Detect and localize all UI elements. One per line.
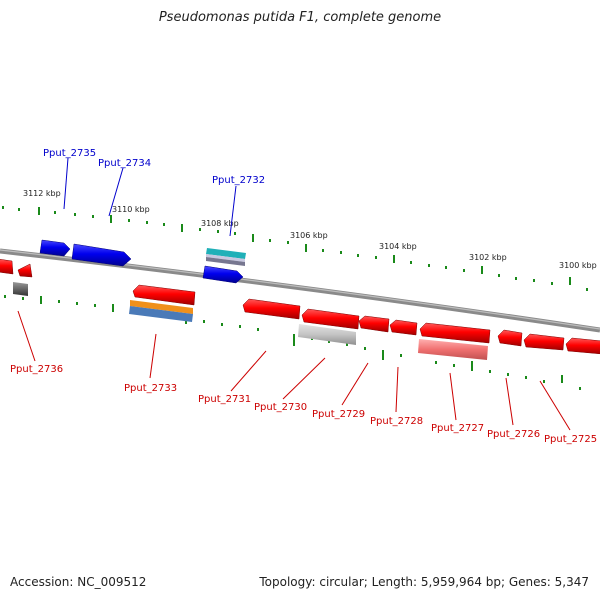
reverse-gene-labels: Pput_2736 Pput_2733 Pput_2731 Pput_2730 … xyxy=(10,310,597,445)
feature-bar-pput-2730-gray xyxy=(298,324,356,345)
feature-bar-pput-2732-light xyxy=(206,254,245,262)
scale-label-3112: 3112 kbp xyxy=(23,189,61,198)
gene-label-pput-2733[interactable]: Pput_2733 xyxy=(124,383,177,394)
gene-label-pput-2729[interactable]: Pput_2729 xyxy=(312,409,365,420)
feature-bar-pput-2733-orange xyxy=(130,300,193,314)
gene-label-pput-2728[interactable]: Pput_2728 xyxy=(370,416,423,427)
gene-label-pput-2727[interactable]: Pput_2727 xyxy=(431,423,484,434)
scale-label-3110: 3110 kbp xyxy=(112,205,150,214)
gene-arrow-pput-2735[interactable] xyxy=(39,239,71,257)
gene-label-pput-2735[interactable]: Pput_2735 xyxy=(43,148,96,159)
gene-arrow-pput-2731[interactable] xyxy=(242,298,301,320)
gene-arrow-pput-2736[interactable] xyxy=(17,263,33,278)
gene-arrow-pput-2728[interactable] xyxy=(389,319,418,336)
feature-bar-pput-2732-teal xyxy=(206,248,246,259)
genome-title: Pseudomonas putida F1, complete genome xyxy=(158,10,442,25)
gene-arrow-pput-2724-partial[interactable] xyxy=(565,337,600,355)
gene-arrow-pput-2734[interactable] xyxy=(71,243,132,267)
gene-arrow-pput-2729[interactable] xyxy=(358,315,390,333)
scale-label-3100: 3100 kbp xyxy=(559,261,597,270)
gene-label-pput-2732[interactable]: Pput_2732 xyxy=(212,175,265,186)
forward-gene-labels: Pput_2735 Pput_2734 Pput_2732 xyxy=(43,148,265,237)
feature-bar-pput-2732-gray xyxy=(206,257,245,266)
gene-label-pput-2725[interactable]: Pput_2725 xyxy=(544,434,597,445)
gene-label-pput-2730[interactable]: Pput_2730 xyxy=(254,402,307,413)
scale-label-3102: 3102 kbp xyxy=(469,253,507,262)
gene-arrow-pput-2732[interactable] xyxy=(202,265,244,284)
feature-bar-pput-2733-steel xyxy=(129,306,193,322)
topology-text: Topology: circular; Length: 5,959,964 bp… xyxy=(259,575,589,589)
feature-bar-pput-2727-pink xyxy=(418,339,488,360)
gene-arrow-pput-2725[interactable] xyxy=(523,333,565,351)
accession-text: Accession: NC_009512 xyxy=(10,575,147,589)
gene-arrow-pput-2730[interactable] xyxy=(301,308,360,330)
gene-arrow-pput-2736-a[interactable] xyxy=(0,259,14,275)
gene-arrow-pput-2726[interactable] xyxy=(497,329,523,347)
genome-backbone xyxy=(0,248,600,333)
scale-label-3104: 3104 kbp xyxy=(379,242,417,251)
gene-label-pput-2726[interactable]: Pput_2726 xyxy=(487,429,540,440)
forward-strand-genes xyxy=(39,239,246,284)
gene-label-pput-2736[interactable]: Pput_2736 xyxy=(10,364,63,375)
scale-label-3108: 3108 kbp xyxy=(201,219,239,228)
feature-bar-pput-2736-gray xyxy=(13,282,28,296)
gene-label-pput-2734[interactable]: Pput_2734 xyxy=(98,158,151,169)
scale-label-3106: 3106 kbp xyxy=(290,231,328,240)
reverse-strand-genes xyxy=(0,259,600,360)
gene-arrow-pput-2733[interactable] xyxy=(132,284,196,306)
outer-scale-ticks xyxy=(2,206,588,291)
gene-label-pput-2731[interactable]: Pput_2731 xyxy=(198,394,251,405)
gene-arrow-pput-2727[interactable] xyxy=(419,322,491,344)
